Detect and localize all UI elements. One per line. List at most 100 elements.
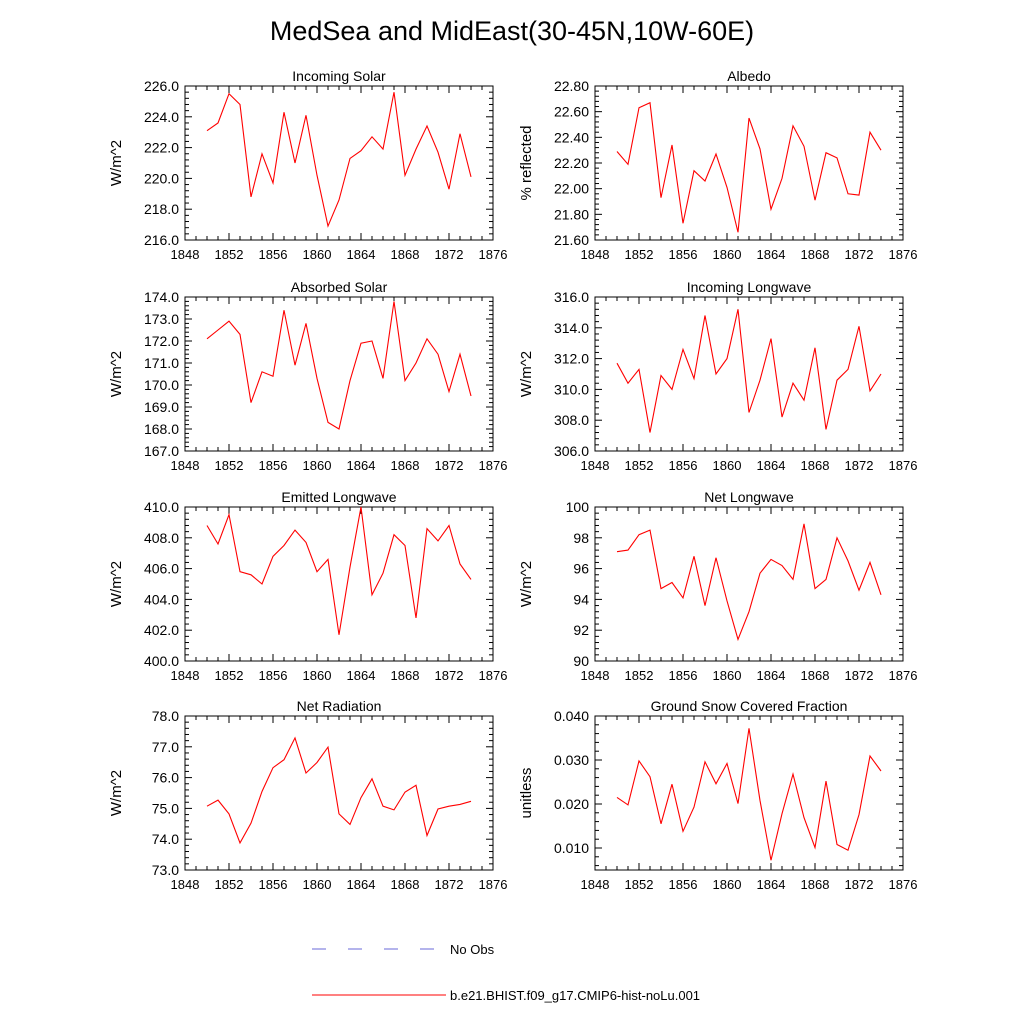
x-tick-label: 1860	[303, 877, 332, 892]
x-tick-label: 1868	[391, 458, 420, 473]
plot-frame	[594, 296, 904, 452]
x-tick-label: 1872	[845, 877, 874, 892]
x-tick-label: 1872	[845, 247, 874, 262]
x-tick-label: 1848	[171, 247, 200, 262]
y-axis-label: W/m^2	[108, 351, 125, 397]
y-tick-label: 22.00	[554, 181, 589, 197]
x-tick-label: 1848	[581, 458, 610, 473]
x-tick-label: 1852	[625, 668, 654, 683]
series-line	[206, 301, 472, 430]
y-tick-label: 310.0	[554, 381, 589, 397]
x-tick-label: 1864	[757, 458, 786, 473]
x-tick-label: 1864	[757, 247, 786, 262]
x-tick-label: 1860	[713, 877, 742, 892]
y-axis-label: % reflected	[518, 125, 535, 200]
plot-frame	[184, 715, 494, 871]
y-tick-label: 173.0	[144, 311, 179, 327]
y-tick-label: 75.0	[152, 800, 179, 816]
series-line	[206, 506, 472, 635]
y-tick-label: 168.0	[144, 421, 179, 437]
y-axis-label: W/m^2	[108, 561, 125, 607]
y-tick-label: 0.020	[554, 796, 589, 812]
x-tick-label: 1868	[391, 877, 420, 892]
chart-panel: Ground Snow Covered Fraction unitless 1848…	[518, 698, 917, 892]
panel-title: Incoming Longwave	[687, 279, 812, 295]
x-tick-label: 1868	[801, 247, 830, 262]
x-tick-label: 1852	[215, 877, 244, 892]
x-tick-label: 1868	[391, 668, 420, 683]
x-tick-label: 1864	[347, 247, 376, 262]
x-tick-label: 1856	[669, 247, 698, 262]
y-tick-label: 308.0	[554, 412, 589, 428]
y-tick-label: 22.40	[554, 129, 589, 145]
y-tick-label: 0.030	[554, 752, 589, 768]
panel-title: Albedo	[727, 68, 771, 84]
y-axis-label: W/m^2	[518, 561, 535, 607]
chart-panel: Incoming Longwave W/m^2 1848 1852 1856 1860 18…	[518, 279, 917, 473]
panel-title: Net Radiation	[297, 698, 382, 714]
y-tick-label: 218.0	[144, 201, 179, 217]
y-tick-label: 73.0	[152, 862, 179, 878]
series-line	[206, 736, 472, 845]
x-tick-label: 1856	[669, 458, 698, 473]
x-tick-label: 1868	[801, 458, 830, 473]
plot-frame	[184, 85, 494, 241]
x-tick-label: 1876	[889, 668, 918, 683]
y-tick-label: 314.0	[554, 320, 589, 336]
panel-title: Absorbed Solar	[291, 279, 388, 295]
chart-panel: Absorbed Solar W/m^2 1848 1852 1856 1860 1864 1…	[108, 279, 507, 473]
chart-panel: Net Radiation W/m^2 1848 1852 1856 1860 1864 18…	[108, 698, 507, 892]
y-tick-label: 92	[573, 622, 589, 638]
x-tick-label: 1856	[669, 877, 698, 892]
plot-frame	[594, 85, 904, 241]
y-tick-label: 169.0	[144, 399, 179, 415]
x-tick-label: 1852	[625, 458, 654, 473]
series-line	[616, 309, 882, 433]
x-tick-label: 1864	[347, 458, 376, 473]
chart-panel: Emitted Longwave W/m^2 1848 1852 1856 1860 186…	[108, 489, 507, 683]
y-tick-label: 216.0	[144, 232, 179, 248]
plot-frame	[184, 506, 494, 662]
y-tick-label: 100	[566, 499, 590, 515]
chart-panel: Albedo % reflected 1848 1852 1856 1860 1864 186…	[518, 68, 917, 262]
x-tick-label: 1848	[171, 458, 200, 473]
y-tick-label: 90	[573, 653, 589, 669]
x-tick-label: 1860	[713, 458, 742, 473]
x-tick-label: 1848	[581, 668, 610, 683]
legend-model-label: b.e21.BHIST.f09_g17.CMIP6-hist-noLu.001	[450, 988, 700, 1003]
y-tick-label: 0.040	[554, 708, 589, 724]
x-tick-label: 1864	[347, 877, 376, 892]
x-tick-label: 1856	[259, 458, 288, 473]
y-tick-label: 22.20	[554, 155, 589, 171]
y-tick-label: 316.0	[554, 289, 589, 305]
legend: No Obs b.e21.BHIST.f09_g17.CMIP6-hist-no…	[312, 942, 700, 1003]
panel-title: Ground Snow Covered Fraction	[651, 698, 848, 714]
x-tick-label: 1856	[259, 247, 288, 262]
y-axis-label: W/m^2	[108, 770, 125, 816]
series-line	[616, 728, 882, 861]
x-tick-label: 1876	[889, 877, 918, 892]
x-tick-label: 1876	[479, 877, 508, 892]
y-tick-label: 226.0	[144, 78, 179, 94]
x-tick-label: 1868	[391, 247, 420, 262]
x-tick-label: 1852	[215, 668, 244, 683]
x-tick-label: 1872	[435, 877, 464, 892]
y-tick-label: 406.0	[144, 561, 179, 577]
x-tick-label: 1848	[581, 247, 610, 262]
y-tick-label: 22.80	[554, 78, 589, 94]
legend-obs-label: No Obs	[450, 942, 495, 957]
y-tick-label: 167.0	[144, 443, 179, 459]
y-tick-label: 94	[573, 591, 589, 607]
y-tick-label: 171.0	[144, 355, 179, 371]
x-tick-label: 1852	[215, 458, 244, 473]
x-tick-label: 1868	[801, 877, 830, 892]
y-tick-label: 74.0	[152, 831, 179, 847]
y-tick-label: 76.0	[152, 770, 179, 786]
y-tick-label: 96	[573, 561, 589, 577]
x-tick-label: 1856	[259, 877, 288, 892]
x-tick-label: 1852	[215, 247, 244, 262]
y-tick-label: 220.0	[144, 170, 179, 186]
chart-panel: Incoming Solar W/m^2 1848 1852 1856 1860 1864 1…	[108, 68, 507, 262]
x-tick-label: 1872	[845, 668, 874, 683]
